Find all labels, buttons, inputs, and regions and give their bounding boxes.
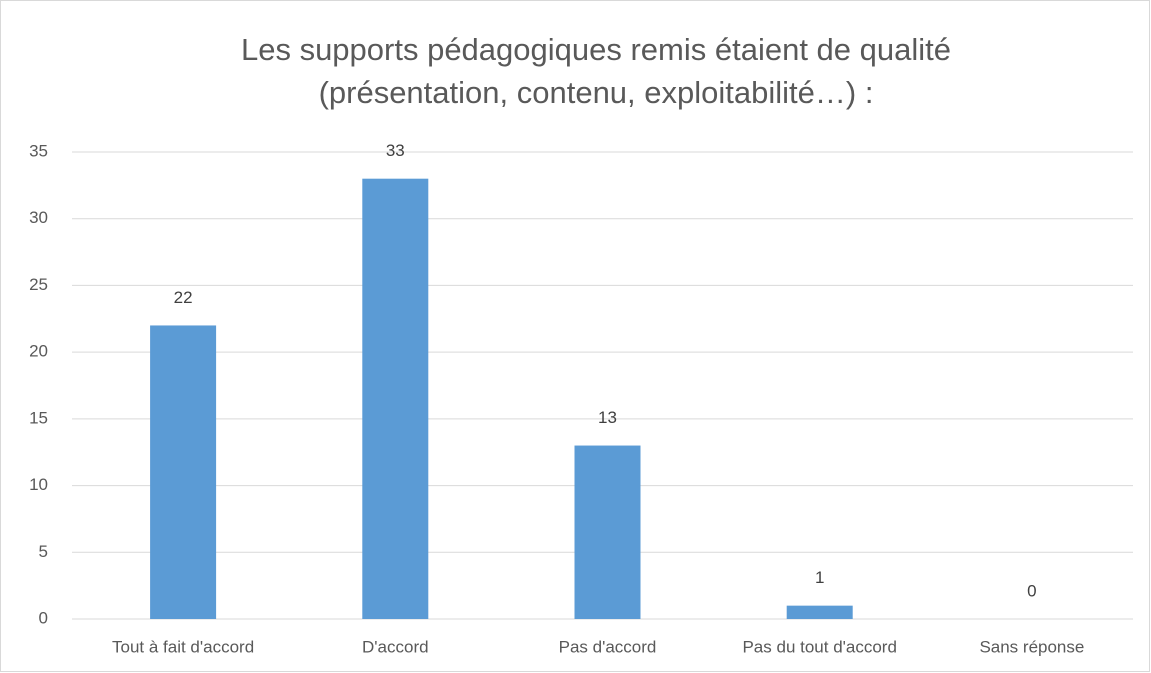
chart-title: Les supports pédagogiques remis étaient …: [241, 32, 951, 67]
x-tick-label: Sans réponse: [979, 637, 1084, 656]
x-tick-label: Pas du tout d'accord: [742, 637, 896, 656]
y-tick-label: 35: [29, 141, 48, 160]
y-tick-label: 5: [39, 542, 48, 561]
bar: [150, 325, 217, 619]
y-tick-label: 10: [29, 475, 48, 494]
data-label: 13: [598, 408, 617, 427]
y-tick-label: 15: [29, 408, 48, 427]
y-tick-label: 0: [39, 608, 48, 627]
y-tick-label: 20: [29, 342, 48, 361]
chart-title: (présentation, contenu, exploitabilité…)…: [319, 75, 874, 110]
x-tick-label: Tout à fait d'accord: [112, 637, 254, 656]
data-label: 22: [174, 288, 193, 307]
data-label: 1: [815, 568, 824, 587]
bar: [574, 445, 641, 619]
bar: [786, 605, 853, 619]
data-label: 33: [386, 141, 405, 160]
x-tick-label: D'accord: [362, 637, 429, 656]
y-tick-label: 30: [29, 208, 48, 227]
x-tick-label: Pas d'accord: [559, 637, 657, 656]
bar: [362, 178, 429, 619]
y-tick-label: 25: [29, 275, 48, 294]
data-label: 0: [1027, 581, 1036, 600]
